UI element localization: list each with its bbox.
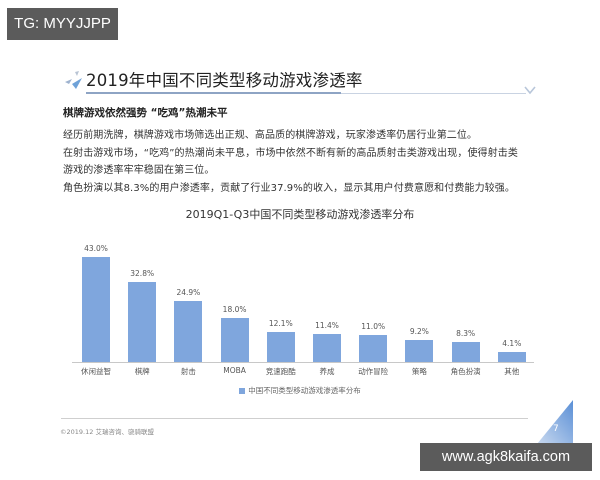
page-title: 2019年中国不同类型移动游戏渗透率 xyxy=(86,71,363,90)
footer-source: ©2019.12 艾瑞咨询、骁骑联盟 xyxy=(60,428,154,436)
chart-bar xyxy=(128,281,157,362)
chart-x-axis xyxy=(72,362,534,363)
chart-bar xyxy=(359,335,388,362)
bar-value-label: 32.8% xyxy=(130,268,155,278)
chart-bar xyxy=(266,332,295,362)
bar-value-label: 12.1% xyxy=(268,319,293,329)
watermark-bottom-right: www.agk8kaifa.com xyxy=(420,443,592,471)
title-underline-light xyxy=(341,92,526,94)
x-axis-category-label: 休闲益智 xyxy=(81,367,111,376)
body-paragraph-line: 角色扮演以其8.3%的用户渗透率，贡献了行业37.9%的收入，显示其用户付费意愿… xyxy=(63,183,515,194)
bar-value-label: 11.4% xyxy=(315,321,339,331)
body-paragraph-line: 在射击游戏市场，“吃鸡”的热潮尚未平息，市场中依然不断有新的高品质射击类游戏出现… xyxy=(63,148,518,159)
legend-label: 中国不同类型移动游戏渗透率分布 xyxy=(248,386,361,395)
body-paragraph-line: 游戏的渗透率牢牢稳固在第三位。 xyxy=(63,165,215,176)
x-axis-category-label: 射击 xyxy=(180,367,196,376)
chart-title: 2019Q1-Q3中国不同类型移动游戏渗透率分布 xyxy=(185,208,415,221)
x-axis-category-label: 竞速跑酷 xyxy=(265,367,296,376)
x-axis-category-label: 角色扮演 xyxy=(450,367,481,376)
page-corner-decoration-icon xyxy=(537,400,573,444)
watermark-top-left: TG: MYYJJPP xyxy=(7,8,118,40)
section-subtitle: 棋牌游戏依然强势 “吃鸡”热潮未平 xyxy=(63,107,228,119)
legend-swatch xyxy=(239,388,246,394)
bar-value-label: 11.0% xyxy=(361,322,386,332)
x-axis-category-label: 策略 xyxy=(411,367,427,376)
x-axis-category-label: 其他 xyxy=(504,367,520,376)
chart-bar xyxy=(313,334,341,362)
chevron-down-icon xyxy=(524,86,536,95)
chart-bar xyxy=(497,351,526,362)
page-number: 7 xyxy=(553,424,559,434)
chart-legend: 中国不同类型移动游戏渗透率分布 xyxy=(0,385,600,396)
bar-value-label: 9.2% xyxy=(409,326,429,336)
title-underline xyxy=(86,92,341,94)
footer-divider xyxy=(61,418,528,419)
chart-bar xyxy=(405,339,434,362)
bar-value-label: 18.0% xyxy=(222,305,247,315)
x-axis-category-label: 养成 xyxy=(319,367,335,376)
chart-bar xyxy=(220,318,249,362)
x-axis-category-label: MOBA xyxy=(223,366,246,375)
arrow-shard-icon xyxy=(65,71,82,89)
bar-value-label: 8.3% xyxy=(456,328,476,338)
bar-value-label: 43.0% xyxy=(84,244,108,254)
bar-value-label: 24.9% xyxy=(176,288,201,298)
chart-bar xyxy=(82,257,110,362)
bar-value-label: 4.1% xyxy=(502,338,522,348)
chart-bar xyxy=(451,341,480,362)
x-axis-category-label: 动作冒险 xyxy=(358,367,389,376)
chart-bar xyxy=(174,301,203,362)
x-axis-category-label: 棋牌 xyxy=(134,367,150,376)
body-paragraph-line: 经历前期洗牌，棋牌游戏市场筛选出正规、高品质的棋牌游戏，玩家渗透率仍居行业第二位… xyxy=(63,130,478,141)
